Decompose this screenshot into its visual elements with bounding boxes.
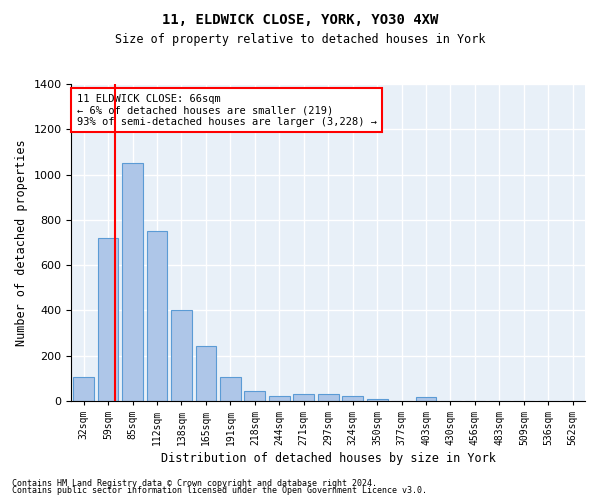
- X-axis label: Distribution of detached houses by size in York: Distribution of detached houses by size …: [161, 452, 496, 465]
- Bar: [171, 310, 192, 401]
- Bar: [73, 377, 94, 401]
- Bar: [244, 392, 265, 401]
- Bar: [367, 398, 388, 401]
- Bar: [416, 398, 436, 401]
- Bar: [146, 231, 167, 401]
- Bar: [98, 238, 118, 401]
- Bar: [293, 394, 314, 401]
- Text: Contains public sector information licensed under the Open Government Licence v3: Contains public sector information licen…: [12, 486, 427, 495]
- Text: 11, ELDWICK CLOSE, YORK, YO30 4XW: 11, ELDWICK CLOSE, YORK, YO30 4XW: [162, 12, 438, 26]
- Bar: [318, 394, 338, 401]
- Y-axis label: Number of detached properties: Number of detached properties: [15, 139, 28, 346]
- Bar: [220, 376, 241, 401]
- Text: Size of property relative to detached houses in York: Size of property relative to detached ho…: [115, 32, 485, 46]
- Text: Contains HM Land Registry data © Crown copyright and database right 2024.: Contains HM Land Registry data © Crown c…: [12, 478, 377, 488]
- Bar: [196, 346, 217, 401]
- Bar: [122, 163, 143, 401]
- Bar: [342, 396, 363, 401]
- Text: 11 ELDWICK CLOSE: 66sqm
← 6% of detached houses are smaller (219)
93% of semi-de: 11 ELDWICK CLOSE: 66sqm ← 6% of detached…: [77, 94, 377, 126]
- Bar: [269, 396, 290, 401]
